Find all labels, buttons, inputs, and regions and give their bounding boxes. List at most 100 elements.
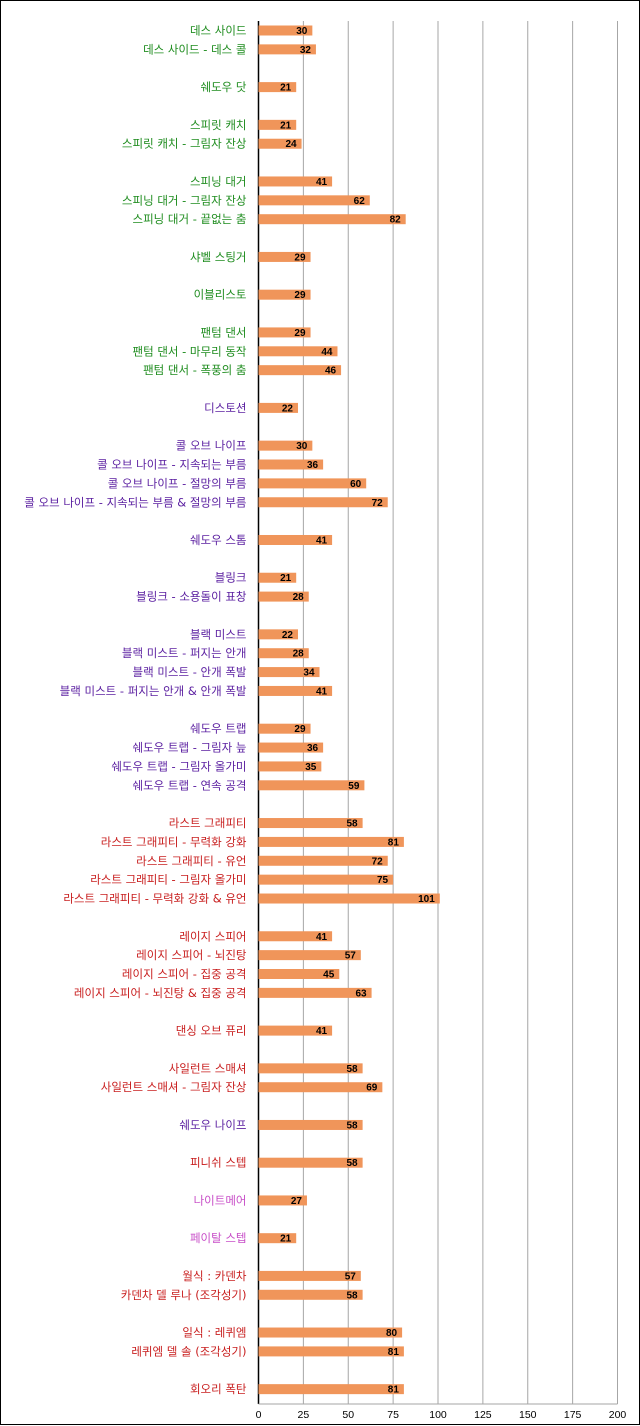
category-label: 블랙 미스트 - 퍼지는 안개 & 안개 폭발 [60, 684, 247, 698]
bar [258, 497, 388, 508]
bar [258, 723, 311, 734]
data-label: 75 [377, 875, 389, 886]
bar [258, 176, 333, 187]
x-tick-label: 25 [298, 1409, 310, 1421]
data-label: 35 [305, 762, 317, 773]
data-label: 58 [346, 1158, 358, 1169]
data-label: 32 [300, 45, 312, 56]
bar [258, 214, 406, 225]
data-label: 58 [346, 1120, 358, 1131]
category-label: 스피닝 대거 - 끝없는 춤 [133, 212, 247, 226]
bar [258, 931, 333, 942]
data-label: 28 [293, 592, 305, 603]
category-label: 레퀴엠 델 솔 (조각성기) [131, 1344, 246, 1358]
category-label: 팬텀 댄서 [201, 325, 247, 339]
category-label: 스피릿 캐치 - 그림자 잔상 [122, 137, 247, 151]
category-label: 샤벨 스팅거 [190, 250, 247, 264]
data-label: 21 [280, 1234, 292, 1245]
data-label: 59 [348, 781, 360, 792]
bar [258, 1270, 361, 1281]
bar [258, 44, 316, 55]
data-label: 29 [294, 290, 306, 301]
x-tick-label: 50 [342, 1409, 354, 1421]
category-label: 스피닝 대거 - 그림자 잔상 [122, 193, 247, 207]
bar [258, 1195, 307, 1206]
data-label: 58 [346, 1064, 358, 1075]
data-label: 22 [282, 403, 294, 414]
data-label: 62 [354, 196, 366, 207]
bars [258, 25, 440, 1395]
category-label: 레이지 스피어 - 뇌진탕 & 집중 공격 [74, 986, 247, 1000]
category-label: 피니쉬 스텝 [190, 1156, 247, 1170]
bar [258, 591, 309, 602]
data-label: 101 [418, 894, 435, 905]
bar [258, 1157, 363, 1168]
bar [258, 440, 313, 451]
category-label: 쉐도우 트랩 - 그림자 올가미 [111, 759, 246, 773]
data-label: 57 [345, 951, 357, 962]
bar [258, 1327, 403, 1338]
x-tick-label: 175 [564, 1409, 582, 1421]
bar [258, 119, 297, 130]
bar [258, 1233, 297, 1244]
category-label: 스피닝 대거 [190, 174, 247, 188]
bar [258, 629, 298, 640]
bar [258, 478, 367, 489]
category-label: 사일런트 스매셔 - 그림자 잔상 [101, 1080, 247, 1094]
bar [258, 1063, 363, 1074]
x-tick-label: 0 [256, 1409, 262, 1421]
category-label: 라스트 그래피티 [169, 816, 247, 830]
category-label: 라스트 그래피티 - 그림자 올가미 [90, 873, 246, 887]
bar [258, 251, 311, 262]
gridlines [257, 21, 618, 1405]
bar [258, 648, 309, 659]
data-labels: 30 32 21 21 24 41 62 82 29 29 29 44 46 22 30 36 60 72 41 21… [280, 26, 435, 1396]
data-label: 45 [323, 970, 335, 981]
bar [258, 1384, 404, 1395]
data-label: 82 [390, 215, 402, 226]
bar [258, 1289, 363, 1300]
data-label: 41 [316, 177, 328, 188]
x-axis-ticks: 0 25 50 75 100 125 150 175 200 [256, 1409, 627, 1421]
category-label: 팬텀 댄서 - 마무리 동작 [133, 344, 247, 358]
data-label: 46 [325, 366, 337, 377]
bar [258, 855, 388, 866]
bar [258, 987, 372, 998]
data-label: 58 [346, 819, 358, 830]
bar [258, 1082, 383, 1093]
data-label: 29 [294, 328, 306, 339]
data-label: 80 [386, 1328, 398, 1339]
data-label: 30 [296, 26, 308, 37]
data-label: 22 [282, 630, 294, 641]
category-label: 사일런트 스매셔 [169, 1061, 247, 1075]
bar [258, 836, 404, 847]
data-label: 28 [293, 649, 305, 660]
category-label: 콜 오브 나이프 [176, 439, 247, 453]
category-label: 라스트 그래피티 - 무력화 강화 [101, 835, 247, 849]
bar [258, 402, 298, 413]
data-label: 41 [316, 1026, 328, 1037]
bar [258, 1025, 333, 1036]
data-label: 21 [280, 120, 292, 131]
x-tick-label: 150 [519, 1409, 537, 1421]
data-label: 60 [350, 479, 362, 490]
bar [258, 534, 333, 545]
bar [258, 365, 342, 376]
data-label: 30 [296, 441, 308, 452]
bar [258, 969, 340, 979]
data-label: 58 [346, 1290, 358, 1301]
bar [258, 818, 363, 829]
category-label: 블랙 미스트 [190, 627, 247, 641]
data-label: 63 [355, 988, 367, 999]
category-label: 쉐도우 스톰 [190, 533, 247, 547]
category-label: 라스트 그래피티 - 무력화 강화 & 유언 [63, 892, 246, 906]
category-label: 콜 오브 나이프 - 절망의 부름 [108, 476, 247, 490]
category-label: 나이트메어 [194, 1193, 247, 1207]
data-label: 24 [285, 139, 297, 150]
category-label: 레이지 스피어 - 집중 공격 [122, 967, 247, 981]
bar [258, 327, 311, 338]
bar [258, 82, 297, 93]
data-label: 21 [280, 573, 292, 584]
